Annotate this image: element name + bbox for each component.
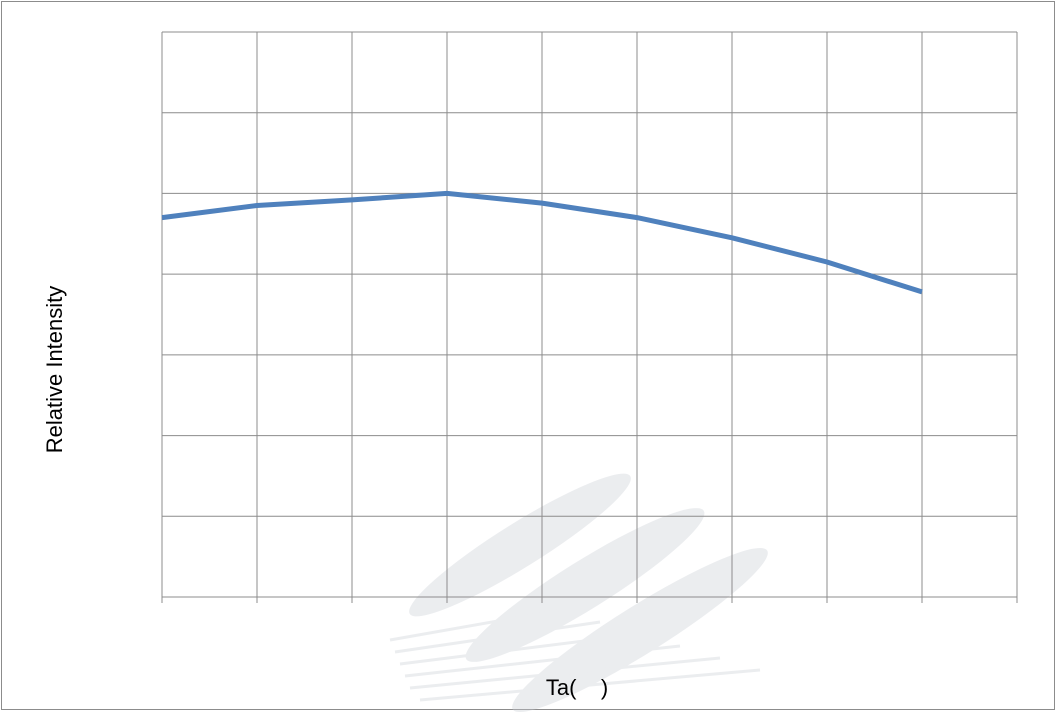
y-axis-label: Relative Intensity [42,286,67,454]
watermark-logo [389,473,768,713]
chart-series-layer [161,190,923,295]
series-line-0 [161,190,923,295]
x-axis-label: Ta( ) [546,675,608,700]
chart-grid [161,31,1018,603]
